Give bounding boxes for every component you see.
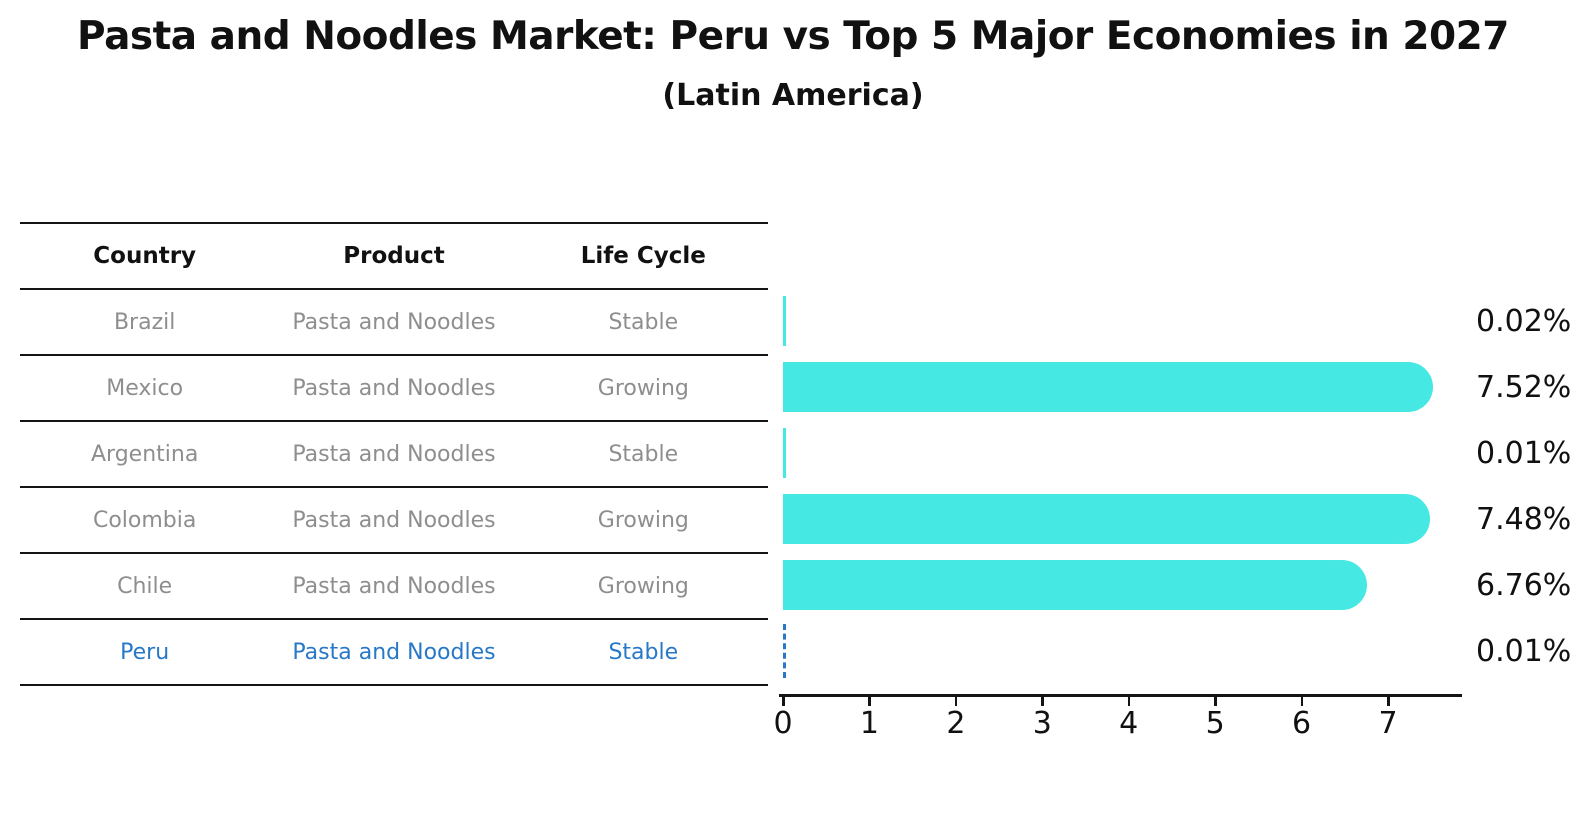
- country-table: Country Product Life Cycle Brazil Pasta …: [20, 222, 768, 686]
- chart-title: Pasta and Noodles Market: Peru vs Top 5 …: [77, 14, 1509, 59]
- column-header-life-cycle: Life Cycle: [580, 243, 706, 269]
- country-cell: Colombia: [92, 507, 197, 533]
- x-tick-label: 7: [1378, 706, 1398, 741]
- bar-row-argentina: 0.01%: [783, 420, 1583, 486]
- bar-row-colombia: 7.48%: [783, 486, 1583, 552]
- x-tick-mark: [1300, 696, 1304, 706]
- product-cell: Pasta and Noodles: [292, 441, 496, 467]
- x-tick-label: 2: [946, 706, 966, 741]
- column-header-product: Product: [343, 243, 445, 269]
- life-cycle-cell: Stable: [608, 639, 679, 665]
- product-cell: Pasta and Noodles: [292, 573, 496, 599]
- country-cell: Argentina: [91, 441, 199, 467]
- bar-value-label: 6.76%: [1476, 567, 1572, 603]
- table-row-colombia: Colombia Pasta and Noodles Growing: [20, 488, 768, 554]
- bar-row-mexico: 7.52%: [783, 354, 1583, 420]
- column-header-country: Country: [93, 243, 197, 269]
- bar-mexico: [783, 362, 1433, 412]
- bar-value-label: 0.02%: [1476, 303, 1572, 339]
- x-tick-label: 3: [1032, 706, 1052, 741]
- country-cell: Chile: [117, 573, 173, 599]
- bar-value-label: 0.01%: [1476, 435, 1572, 471]
- product-cell: Pasta and Noodles: [292, 639, 496, 665]
- x-tick-mark: [954, 696, 958, 706]
- x-tick-label: 1: [859, 706, 879, 741]
- x-tick-label: 5: [1205, 706, 1225, 741]
- x-tick-mark: [1387, 696, 1390, 706]
- x-tick-label: 4: [1119, 706, 1139, 741]
- table-row-brazil: Brazil Pasta and Noodles Stable: [20, 290, 768, 356]
- bar-brazil: [783, 296, 786, 346]
- country-cell: Peru: [120, 639, 170, 665]
- bar-row-brazil: 0.02%: [783, 288, 1583, 354]
- bar-chart: 0.02% 7.52% 0.01% 7.48% 6.76% 0.01%: [783, 288, 1583, 684]
- x-axis-line: [779, 694, 1462, 697]
- table-row-mexico: Mexico Pasta and Noodles Growing: [20, 356, 768, 422]
- x-tick-mark: [782, 696, 785, 706]
- x-tick-label: 0: [773, 706, 793, 741]
- x-tick-mark: [1127, 696, 1131, 706]
- bar-row-chile: 6.76%: [783, 552, 1583, 618]
- life-cycle-cell: Growing: [597, 375, 689, 401]
- product-cell: Pasta and Noodles: [292, 309, 496, 335]
- life-cycle-cell: Stable: [608, 309, 679, 335]
- bar-argentina: [783, 428, 786, 478]
- table-row-chile: Chile Pasta and Noodles Growing: [20, 554, 768, 620]
- table-header-row: Country Product Life Cycle: [20, 222, 768, 290]
- bar-peru: [783, 624, 786, 678]
- life-cycle-cell: Growing: [597, 573, 689, 599]
- x-tick-label: 6: [1292, 706, 1312, 741]
- life-cycle-cell: Stable: [608, 441, 679, 467]
- table-row-argentina: Argentina Pasta and Noodles Stable: [20, 422, 768, 488]
- life-cycle-cell: Growing: [597, 507, 689, 533]
- bar-row-peru: 0.01%: [783, 618, 1583, 684]
- chart-subtitle: (Latin America): [662, 78, 924, 113]
- x-tick-mark: [1214, 696, 1217, 706]
- product-cell: Pasta and Noodles: [292, 375, 496, 401]
- x-tick-mark: [1041, 696, 1044, 706]
- x-axis-ticks: 0 1 2 3 4 5 6 7: [773, 696, 1462, 746]
- x-tick-mark: [868, 696, 871, 706]
- bar-colombia: [783, 494, 1430, 544]
- bar-value-label: 0.01%: [1476, 633, 1572, 669]
- bar-value-label: 7.52%: [1476, 369, 1572, 405]
- product-cell: Pasta and Noodles: [292, 507, 496, 533]
- bar-value-label: 7.48%: [1476, 501, 1572, 537]
- bar-chile: [783, 560, 1368, 610]
- country-cell: Mexico: [106, 375, 184, 401]
- country-cell: Brazil: [113, 309, 176, 335]
- table-row-peru: Peru Pasta and Noodles Stable: [20, 620, 768, 686]
